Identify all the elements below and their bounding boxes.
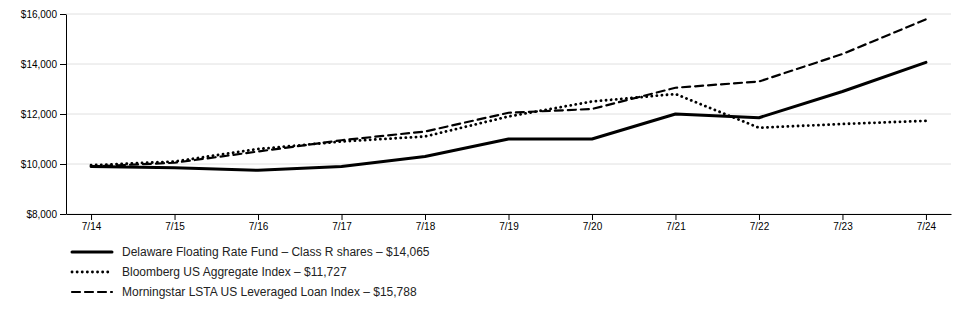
x-tick-label: 7/17 (332, 221, 352, 232)
x-tick-mark (509, 214, 510, 220)
legend-item: Bloomberg US Aggregate Index – $11,727 (72, 265, 347, 279)
x-tick: 7/17 (332, 214, 352, 232)
series-line (91, 62, 926, 170)
x-tick-mark (759, 214, 760, 220)
grid-line (66, 64, 951, 65)
x-tick-label: 7/20 (583, 221, 603, 232)
y-tick-mark (60, 214, 66, 215)
x-tick-mark (675, 214, 676, 220)
y-tick-label: $10,000 (21, 159, 58, 170)
chart: $8,000$10,000$12,000$14,000$16,0007/147/… (0, 0, 975, 314)
x-tick-label: 7/16 (249, 221, 269, 232)
x-tick: 7/14 (82, 214, 102, 232)
series-line (91, 94, 926, 165)
x-tick-label: 7/22 (750, 221, 770, 232)
y-tick-mark (60, 14, 66, 15)
y-tick: $8,000 (26, 209, 66, 220)
legend: Delaware Floating Rate Fund – Class R sh… (72, 245, 430, 299)
legend-item: Morningstar LSTA US Leveraged Loan Index… (72, 285, 417, 299)
y-tick-mark (60, 114, 66, 115)
legend-swatch (72, 291, 112, 293)
y-tick: $14,000 (21, 59, 66, 70)
x-tick: 7/20 (583, 214, 603, 232)
y-tick-label: $8,000 (26, 209, 57, 220)
x-tick-mark (592, 214, 593, 220)
x-tick-label: 7/23 (833, 221, 853, 232)
series-line (91, 19, 926, 166)
x-tick-mark (175, 214, 176, 220)
x-tick-mark (342, 214, 343, 220)
legend-label: Bloomberg US Aggregate Index – $11,727 (122, 265, 347, 279)
y-tick-mark (60, 64, 66, 65)
x-tick-label: 7/19 (499, 221, 519, 232)
y-tick-label: $16,000 (21, 9, 58, 20)
x-tick: 7/23 (833, 214, 853, 232)
x-tick: 7/24 (917, 214, 937, 232)
x-tick-mark (425, 214, 426, 220)
grid-line (66, 164, 951, 165)
x-tick-label: 7/21 (666, 221, 686, 232)
legend-swatch (72, 271, 112, 274)
y-tick: $12,000 (21, 109, 66, 120)
grid (66, 14, 951, 214)
x-tick: 7/19 (499, 214, 519, 232)
x-tick-label: 7/14 (82, 221, 102, 232)
y-axis-line (66, 15, 67, 215)
x-tick-mark (842, 214, 843, 220)
y-tick-label: $14,000 (21, 59, 58, 70)
x-tick: 7/16 (249, 214, 269, 232)
x-tick: 7/18 (416, 214, 436, 232)
x-tick: 7/15 (165, 214, 185, 232)
legend-label: Morningstar LSTA US Leveraged Loan Index… (122, 285, 417, 299)
legend-swatch (72, 251, 112, 254)
grid-line (66, 14, 951, 15)
y-tick: $10,000 (21, 159, 66, 170)
legend-label: Delaware Floating Rate Fund – Class R sh… (122, 245, 430, 259)
x-tick-mark (926, 214, 927, 220)
y-tick-mark (60, 164, 66, 165)
x-tick-label: 7/18 (416, 221, 436, 232)
x-tick-mark (91, 214, 92, 220)
x-tick: 7/21 (666, 214, 686, 232)
y-axis: $8,000 $10,000 $12,000 $14,000 $16,000 (21, 9, 67, 220)
y-tick: $16,000 (21, 9, 66, 20)
legend-item: Delaware Floating Rate Fund – Class R sh… (72, 245, 430, 259)
x-axis: 7/14 7/15 7/16 7/17 7/18 7/19 7/20 7/21 7/22 7/23… (67, 214, 952, 232)
x-tick-mark (258, 214, 259, 220)
x-tick: 7/22 (750, 214, 770, 232)
x-tick-label: 7/24 (917, 221, 937, 232)
x-tick-label: 7/15 (165, 221, 185, 232)
y-tick-label: $12,000 (21, 109, 58, 120)
plot-area (91, 19, 926, 170)
